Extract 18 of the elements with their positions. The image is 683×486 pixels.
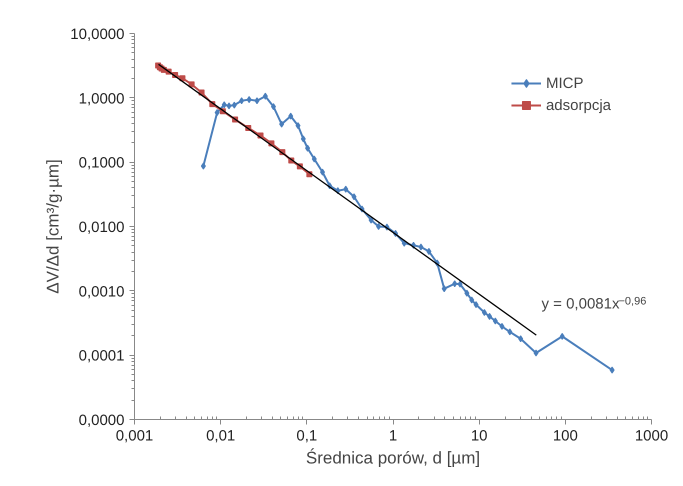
legend-label: adsorpcja bbox=[546, 96, 611, 114]
y-tick-label: 0,0000 bbox=[78, 412, 125, 429]
y-tick-label: 0,0001 bbox=[78, 348, 125, 365]
x-tick-label: 0,01 bbox=[206, 428, 236, 444]
x-tick-label: 100 bbox=[552, 428, 578, 444]
x-axis-title: Średnica porów, d [µm] bbox=[306, 448, 480, 468]
legend-label: MICP bbox=[546, 74, 584, 92]
x-tick-label: 0,1 bbox=[296, 428, 318, 444]
y-tick-label: 10,0000 bbox=[70, 26, 125, 43]
x-tick-label: 10 bbox=[470, 428, 488, 444]
x-tick-label: 1000 bbox=[634, 428, 668, 444]
x-tick-label: 0,001 bbox=[116, 428, 154, 444]
y-tick-label: 1,0000 bbox=[78, 90, 125, 108]
x-tick-label: 1 bbox=[388, 428, 398, 444]
y-tick-label: 0,0100 bbox=[78, 219, 125, 236]
y-axis-title: ΔV/Δd [cm³/g·µm] bbox=[43, 159, 62, 294]
y-tick-label: 0,1000 bbox=[78, 154, 125, 172]
y-tick-label: 0,0010 bbox=[78, 283, 125, 300]
